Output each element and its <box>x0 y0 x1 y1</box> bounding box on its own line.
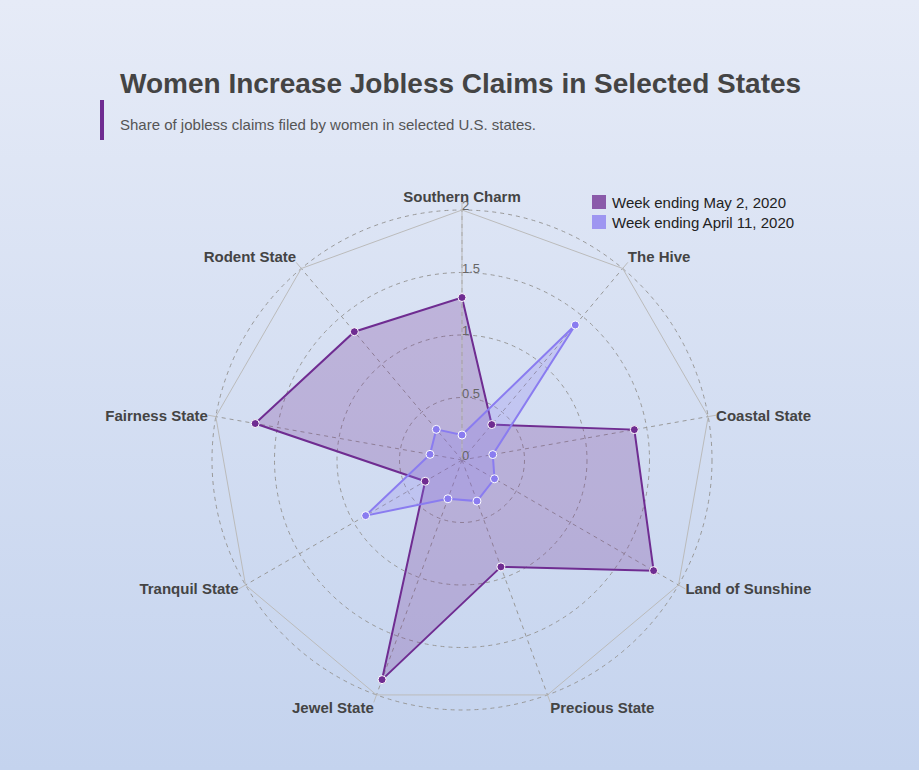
svg-text:1: 1 <box>462 323 469 338</box>
svg-text:Coastal State: Coastal State <box>716 407 811 424</box>
svg-text:Rodent State: Rodent State <box>204 248 297 265</box>
svg-text:0.5: 0.5 <box>462 386 480 401</box>
svg-text:The Hive: The Hive <box>628 248 691 265</box>
html-text:Week ending May 2, 2020: Week ending May 2, 2020 <box>612 193 786 211</box>
svg-text:1.5: 1.5 <box>462 261 480 276</box>
html-text:Women Increase Jobless Claims: Women Increase Jobless Claims in Selecte… <box>120 68 802 99</box>
svg-text:Southern Charm: Southern Charm <box>403 188 521 205</box>
svg-text:0: 0 <box>462 448 469 463</box>
svg-text:Jewel State: Jewel State <box>292 699 374 716</box>
svg-text:Land of Sunshine: Land of Sunshine <box>685 580 811 597</box>
svg-text:2: 2 <box>462 198 469 213</box>
html-text:Share of jobless claims filed: Share of jobless claims filed by women i… <box>120 116 536 133</box>
svg-text:Precious State: Precious State <box>550 699 654 716</box>
svg-text:Tranquil State: Tranquil State <box>139 580 238 597</box>
html-text:Week ending April 11, 2020: Week ending April 11, 2020 <box>612 213 795 231</box>
svg-text:Fairness State: Fairness State <box>105 407 208 424</box>
